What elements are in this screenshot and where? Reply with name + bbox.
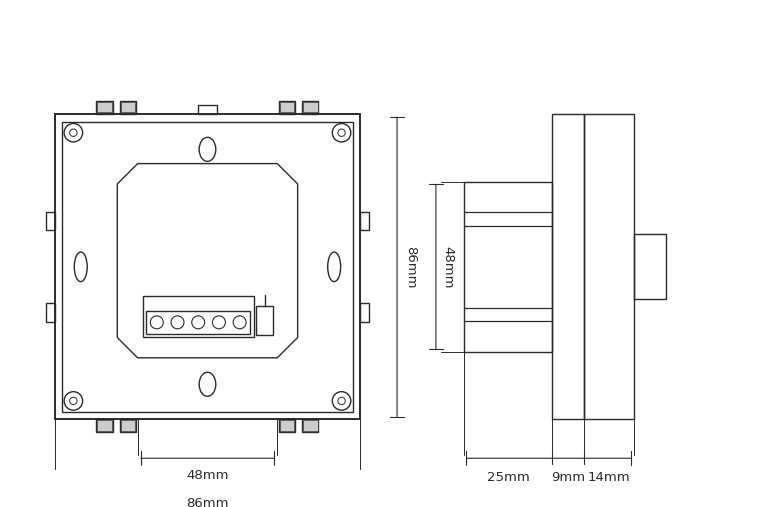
Bar: [45, 212, 55, 230]
Bar: [360, 212, 369, 230]
Bar: [463, 182, 552, 352]
Bar: [303, 420, 318, 430]
Bar: [303, 102, 318, 113]
Bar: [97, 102, 113, 113]
Text: 25mm: 25mm: [487, 471, 530, 484]
Text: 48mm: 48mm: [442, 245, 454, 288]
Bar: [360, 303, 369, 322]
Bar: [143, 296, 254, 338]
Text: 86mm: 86mm: [405, 245, 417, 288]
Bar: [634, 234, 666, 299]
Bar: [257, 306, 273, 335]
Text: 86mm: 86mm: [187, 497, 229, 507]
Bar: [96, 419, 113, 432]
Bar: [97, 420, 113, 430]
Text: 9mm: 9mm: [551, 471, 585, 484]
Bar: [120, 419, 136, 432]
Bar: [301, 101, 318, 114]
Bar: [120, 101, 136, 114]
Bar: [62, 122, 352, 412]
Bar: [96, 101, 113, 114]
Bar: [146, 311, 250, 334]
Bar: [584, 114, 634, 419]
Bar: [120, 420, 136, 430]
Text: 48mm: 48mm: [187, 469, 229, 482]
Text: 14mm: 14mm: [588, 471, 631, 484]
Bar: [280, 420, 295, 430]
Bar: [301, 419, 318, 432]
Bar: [278, 101, 295, 114]
Bar: [278, 419, 295, 432]
Bar: [45, 303, 55, 322]
Bar: [120, 102, 136, 113]
Bar: [552, 114, 584, 419]
Bar: [198, 105, 217, 114]
Bar: [280, 102, 295, 113]
Bar: [55, 114, 360, 419]
